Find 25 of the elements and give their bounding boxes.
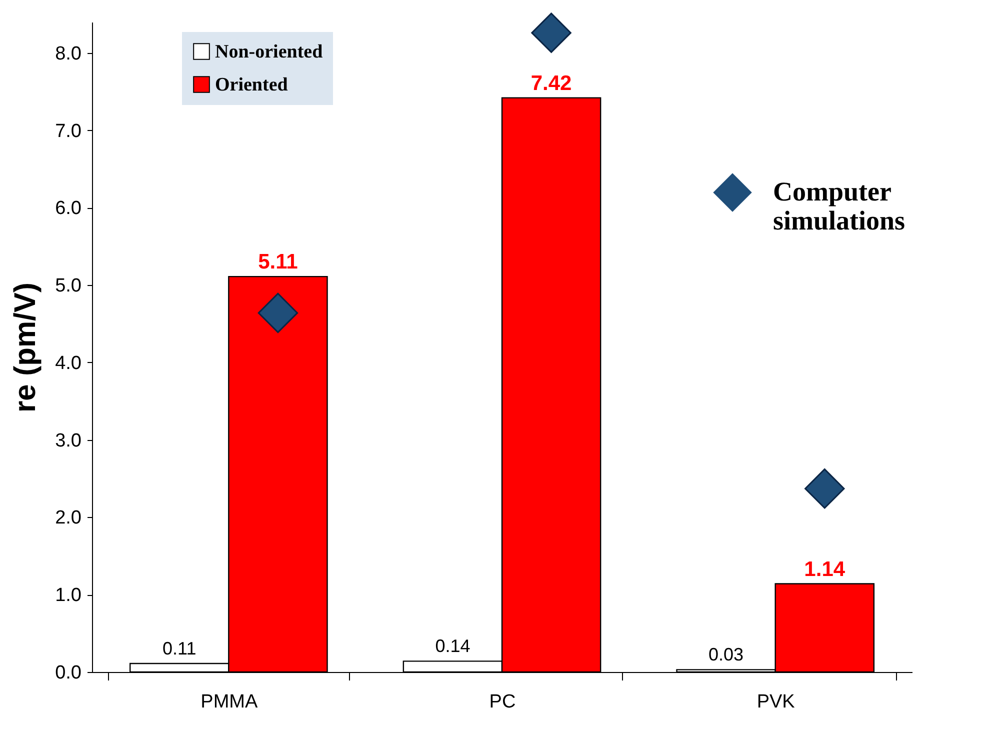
x-tick-label: PVK xyxy=(756,692,796,712)
data-label: 1.14 xyxy=(804,558,846,581)
point xyxy=(258,292,298,334)
legend-label: Non-oriented xyxy=(215,42,324,62)
y-tick-label: 4.0 xyxy=(55,352,82,374)
data-label: 5.11 xyxy=(258,250,298,274)
y-axis-title: re (pm/V) xyxy=(9,282,42,413)
y-tick-label: 1.0 xyxy=(55,585,82,606)
x-tick-label: PC xyxy=(489,692,516,712)
y-tick-label: 2.0 xyxy=(55,508,82,529)
y-tick-label: 8.0 xyxy=(55,43,82,64)
data-label: 0.11 xyxy=(162,638,196,658)
legend-label: Computer simulations xyxy=(773,176,906,236)
x-tick-label: PMMA xyxy=(200,692,258,712)
y-tick-label: 3.0 xyxy=(55,430,82,452)
y-tick-label: 7.0 xyxy=(55,120,82,142)
data-label: 0.14 xyxy=(435,636,470,656)
data-label: 0.03 xyxy=(708,644,744,665)
y-tick-label: 5.0 xyxy=(55,276,82,297)
point xyxy=(531,12,572,53)
data-label: 7.42 xyxy=(530,72,572,95)
y-tick-label: 6.0 xyxy=(55,198,82,220)
legend-label: Oriented xyxy=(215,74,288,96)
point xyxy=(804,468,845,509)
y-tick-label: 0.0 xyxy=(55,662,82,684)
